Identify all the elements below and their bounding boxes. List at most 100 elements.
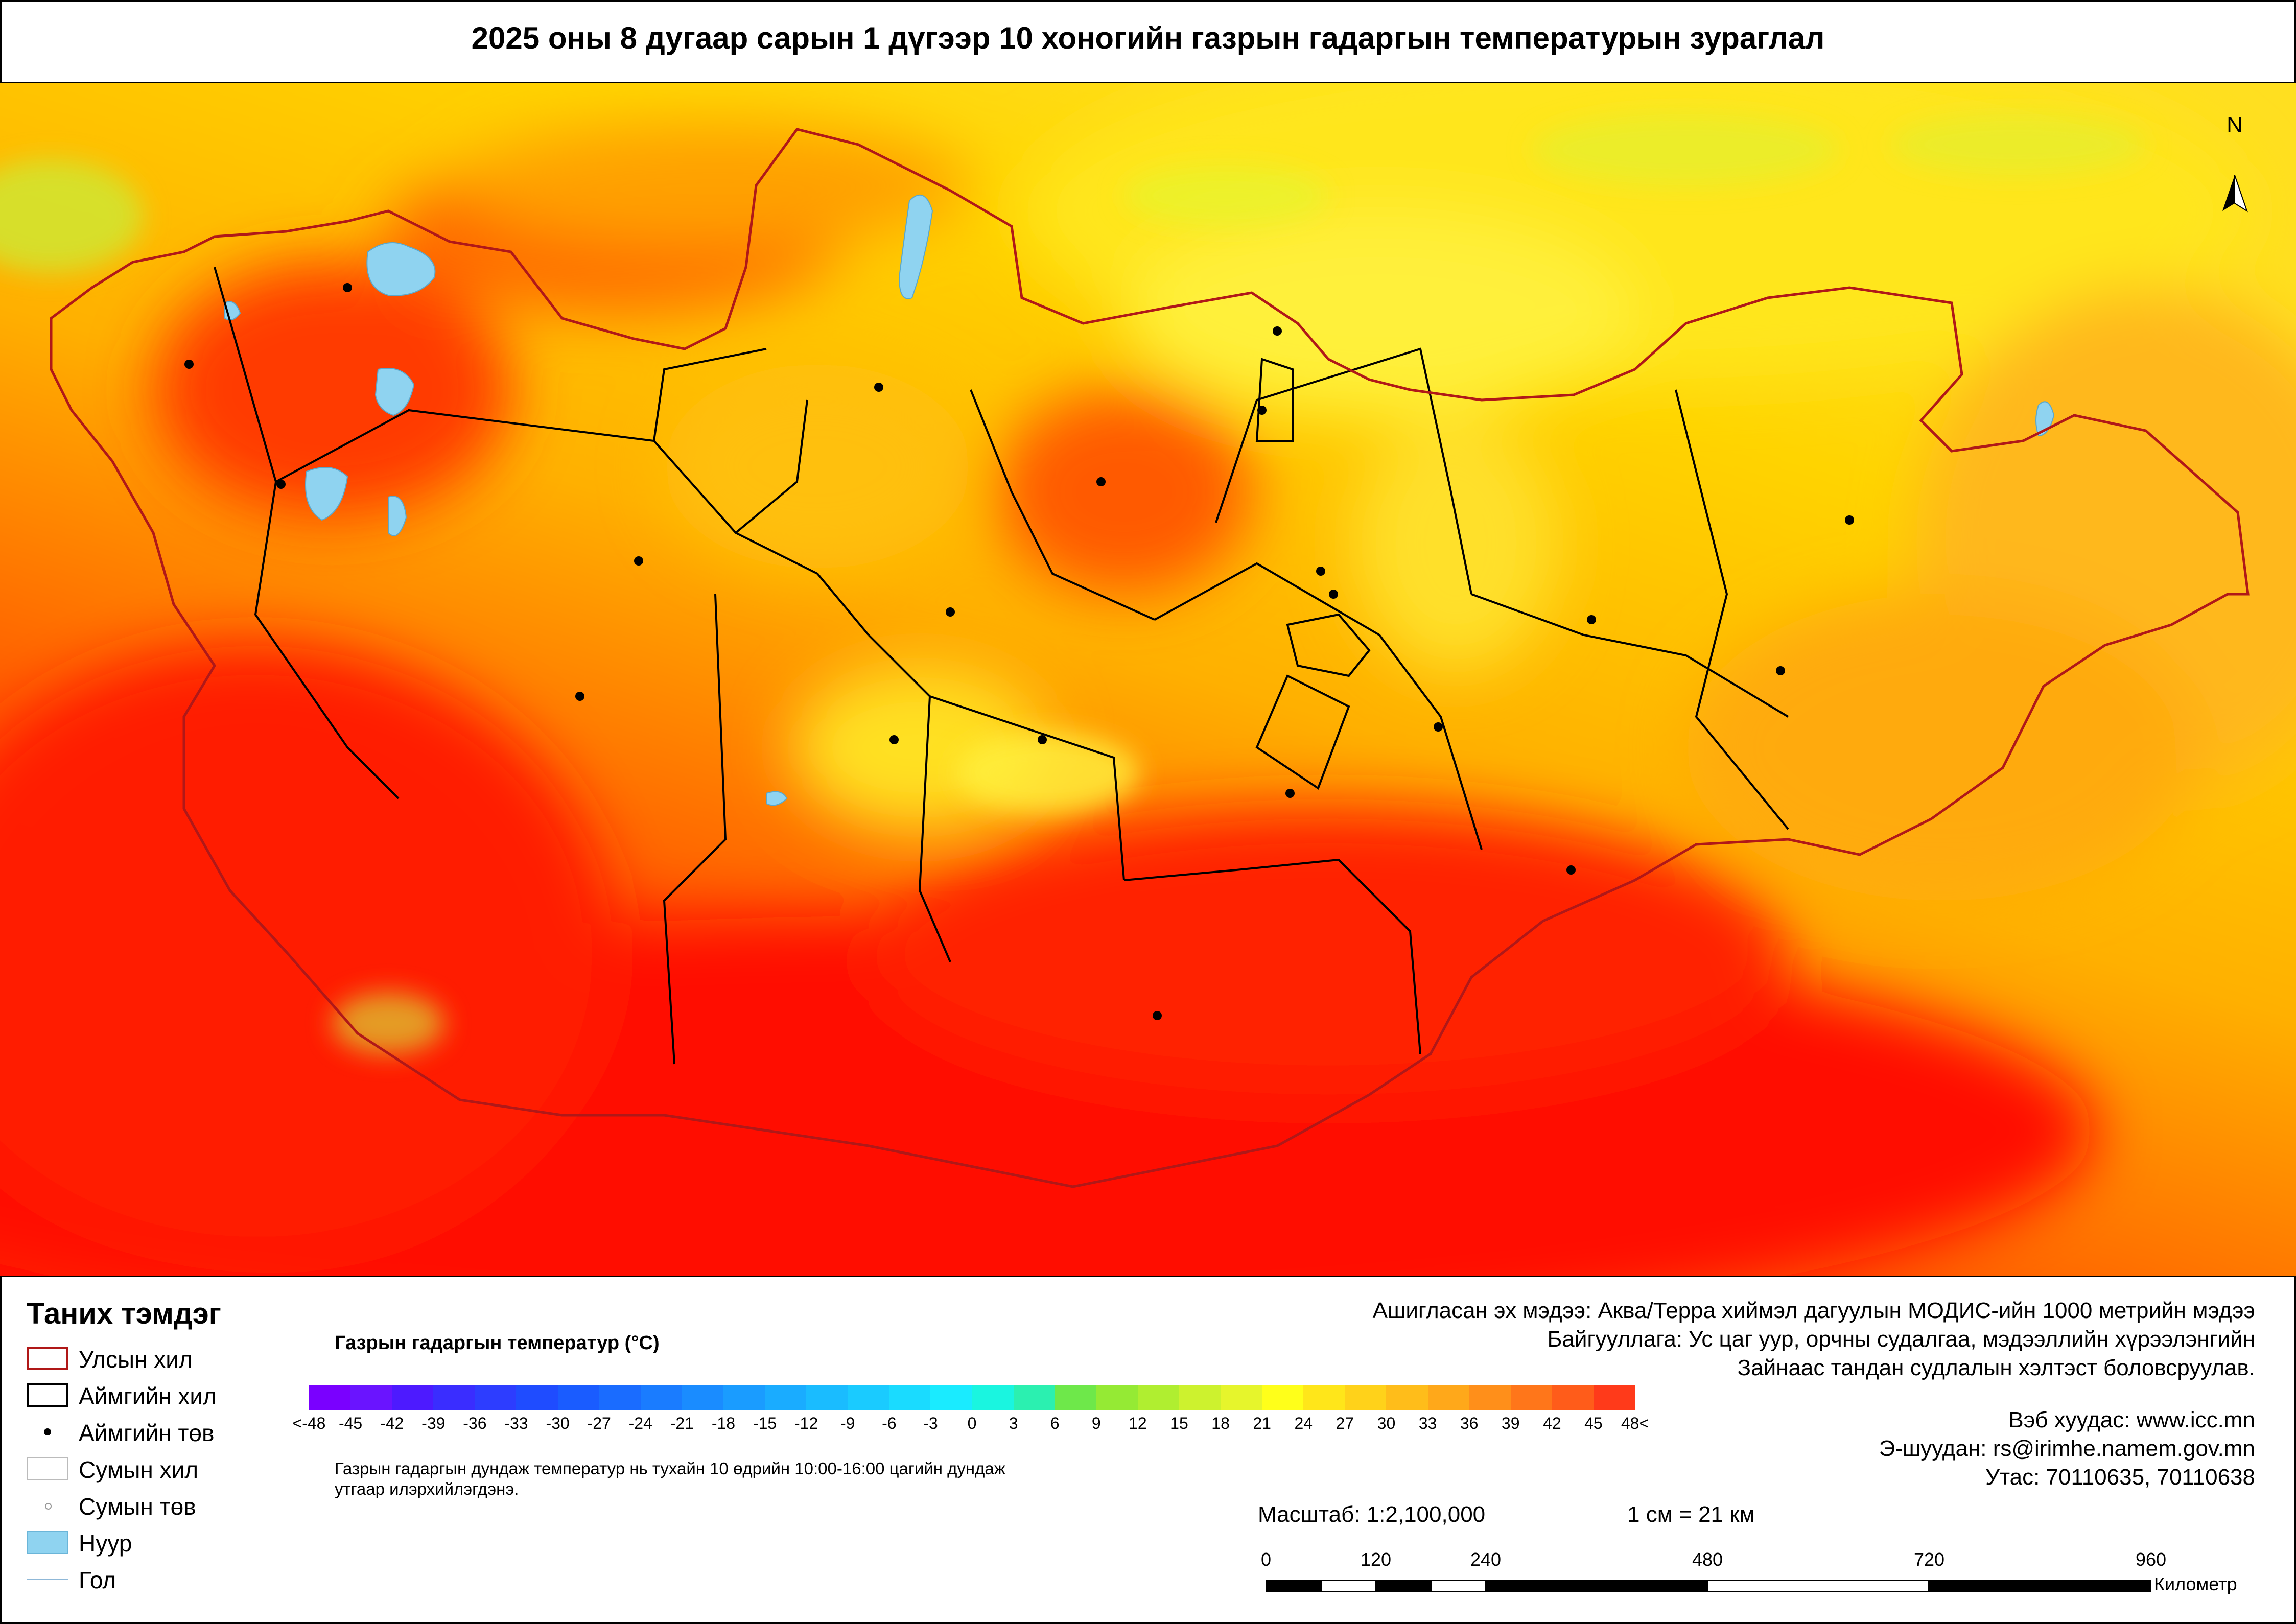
colorbar-tick-label: 3 <box>1009 1414 1018 1432</box>
contact-block: Вэб хуудас: www.icc.mn Э-шуудан: rs@irim… <box>1879 1406 2255 1492</box>
colorbar-ticks: <-48 -45 -42 -39 -36 -33 -30 -27 -24 -21 -18 -15 -12… <box>293 1414 1649 1434</box>
colorbar-tick-label: -42 <box>380 1414 404 1432</box>
colorbar-swatch <box>889 1385 931 1410</box>
scale-tick-label: 480 <box>1692 1549 1723 1570</box>
legend-label: Аймгийн төв <box>79 1420 215 1446</box>
scale-ratio: Масштаб: 1:2,100,000 <box>1258 1502 1486 1527</box>
colorbar-tick-label: -30 <box>546 1414 570 1432</box>
map-title: 2025 оны 8 дугаар сарын 1 дүгээр 10 хоно… <box>471 21 1825 55</box>
colorbar-swatch <box>475 1385 517 1410</box>
temperature-map[interactable]: N <box>0 82 2296 1277</box>
contact-phone: Утас: 70110635, 70110638 <box>1985 1465 2255 1490</box>
colorbar-tick-label: 33 <box>1418 1414 1437 1432</box>
colorbar-tick-label: -15 <box>753 1414 777 1432</box>
colorbar-swatch <box>1013 1385 1055 1410</box>
colorbar-tick-label: -18 <box>711 1414 736 1432</box>
legend-item-soum-center: Сумын төв <box>27 1491 323 1521</box>
colorbar-tick-label: 45 <box>1584 1414 1603 1432</box>
scale-equivalence: 1 см = 21 км <box>1627 1502 1755 1527</box>
legend-item-river: Гол <box>27 1564 323 1595</box>
colorbar-swatch <box>1179 1385 1221 1410</box>
colorbar-swatch <box>1510 1385 1552 1410</box>
legend-title: Таних тэмдэг <box>27 1297 221 1330</box>
colorbar-tick-label: <-48 <box>292 1414 326 1432</box>
colorbar-swatch <box>930 1385 972 1410</box>
source-line: Зайнаас тандан судлалын хэлтэст боловсру… <box>1737 1355 2255 1380</box>
legend-label: Нуур <box>79 1530 132 1557</box>
colorbar-swatch <box>972 1385 1014 1410</box>
contact-web[interactable]: Вэб хуудас: www.icc.mn <box>2008 1407 2255 1432</box>
soum-center-dot-icon <box>27 1494 68 1517</box>
colorbar-tick-label: -33 <box>504 1414 528 1432</box>
source-line: Байгууллага: Ус цаг уур, орчны судалгаа,… <box>1547 1327 2255 1352</box>
north-label: N <box>2227 112 2243 137</box>
colorbar-tick-label: 24 <box>1294 1414 1313 1432</box>
colorbar-swatch <box>1221 1385 1262 1410</box>
colorbar-tick-label: -12 <box>794 1414 818 1432</box>
colorbar-swatch <box>848 1385 889 1410</box>
colorbar-tick-label: -9 <box>840 1414 855 1432</box>
colorbar-swatch <box>1137 1385 1179 1410</box>
lake-swatch <box>27 1531 68 1554</box>
colorbar-swatch <box>1096 1385 1138 1410</box>
colorbar-tick-label: 6 <box>1050 1414 1060 1432</box>
legend-item-aimag-center: Аймгийн төв <box>27 1417 323 1448</box>
colorbar-swatch <box>1303 1385 1345 1410</box>
colorbar-swatch <box>1345 1385 1387 1410</box>
legend-label: Сумын хил <box>79 1456 199 1483</box>
colorbar-swatch <box>433 1385 475 1410</box>
legend-item-lake: Нуур <box>27 1527 323 1558</box>
colorbar-swatch <box>1427 1385 1469 1410</box>
colorbar-tick-label: -39 <box>421 1414 446 1432</box>
colorbar-tick-label: 21 <box>1253 1414 1271 1432</box>
colorbar-swatch <box>682 1385 723 1410</box>
scale-tick-label: 960 <box>2135 1549 2167 1570</box>
colorbar-tick-label: -24 <box>628 1414 652 1432</box>
soum-border-swatch <box>27 1457 68 1480</box>
colorbar-swatch <box>557 1385 599 1410</box>
colorbar-swatch <box>1262 1385 1304 1410</box>
legend-label: Аймгийн хил <box>79 1383 217 1409</box>
colorbar-tick-label: -45 <box>338 1414 363 1432</box>
scale-tick-label: 120 <box>1360 1549 1392 1570</box>
colorbar-tick-label: 9 <box>1091 1414 1101 1432</box>
colorbar-swatch <box>1055 1385 1096 1410</box>
legend-label: Улсын хил <box>79 1346 193 1373</box>
colorbar-tick-label: 30 <box>1377 1414 1396 1432</box>
colorbar-swatch <box>1593 1385 1635 1410</box>
colorbar-tick-label: -21 <box>670 1414 694 1432</box>
colorbar-swatch <box>1386 1385 1428 1410</box>
colorbar-tick-label: -36 <box>463 1414 487 1432</box>
scale-tick-label: 0 <box>1260 1549 1272 1570</box>
colorbar-tick-label: 15 <box>1170 1414 1188 1432</box>
colorbar-swatch <box>1552 1385 1594 1410</box>
colorbar-tick-label: 18 <box>1211 1414 1230 1432</box>
river-line-icon <box>27 1567 68 1591</box>
colorbar-tick-label: -3 <box>923 1414 938 1432</box>
source-block: Ашигласан эх мэдээ: Аква/Терра хиймэл да… <box>1373 1297 2255 1382</box>
aimag-center-dot-icon <box>27 1420 68 1444</box>
colorbar-tick-label: 39 <box>1501 1414 1520 1432</box>
temperature-colorbar <box>309 1385 1635 1410</box>
colorbar-swatch <box>392 1385 434 1410</box>
colorbar-tick-label: 36 <box>1460 1414 1479 1432</box>
colorbar-swatch <box>640 1385 682 1410</box>
north-arrow: N <box>2222 112 2248 213</box>
colorbar-tick-label: -6 <box>882 1414 897 1432</box>
colorbar-swatch <box>723 1385 765 1410</box>
scale-tick-label: 720 <box>1913 1549 1945 1570</box>
aimag-border-swatch <box>27 1383 68 1407</box>
contact-email[interactable]: Э-шуудан: rs@irimhe.namem.gov.mn <box>1879 1436 2255 1461</box>
colorbar-tick-label: -27 <box>587 1414 611 1432</box>
country-border-swatch <box>27 1347 68 1370</box>
colorbar-tick-label: 48< <box>1621 1414 1649 1432</box>
source-line: Ашигласан эх мэдээ: Аква/Терра хиймэл да… <box>1372 1298 2255 1323</box>
colorbar-tick-label: 42 <box>1543 1414 1561 1432</box>
legend-label: Сумын төв <box>79 1493 196 1520</box>
colorbar-swatch <box>1469 1385 1511 1410</box>
colorbar-tick-label: 27 <box>1336 1414 1354 1432</box>
colorbar-note: Газрын гадаргын дундаж температур нь тух… <box>335 1459 1005 1498</box>
colorbar-swatch <box>599 1385 641 1410</box>
colorbar-swatch <box>806 1385 848 1410</box>
legend-label: Гол <box>79 1567 116 1593</box>
